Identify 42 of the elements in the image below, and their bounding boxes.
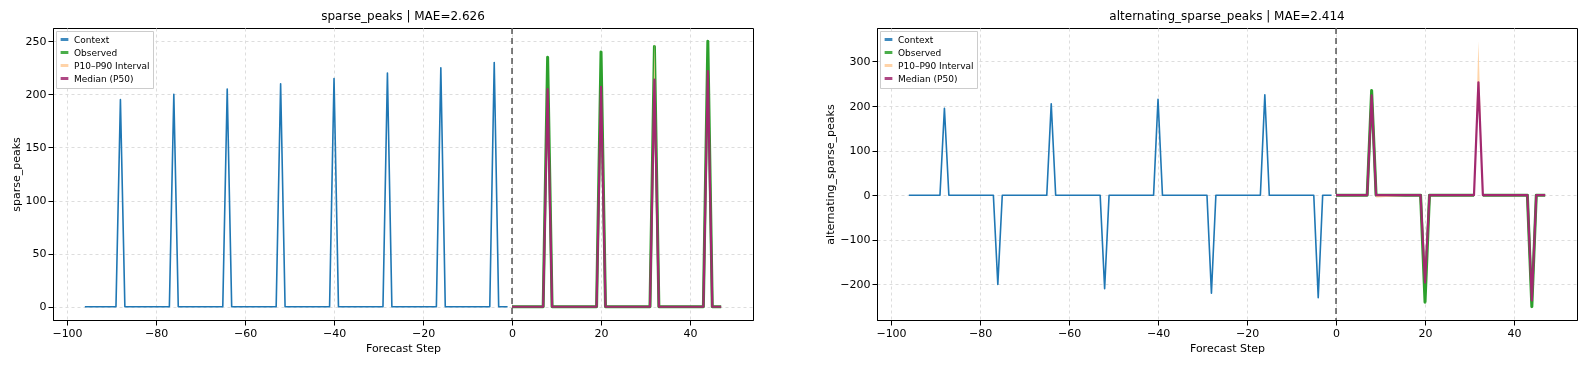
x-tick-label: −60: [233, 326, 258, 340]
x-axis-title: Forecast Step: [365, 341, 442, 355]
x-tick-label: −40: [322, 326, 347, 340]
y-axis-title: sparse_peaks: [9, 136, 23, 212]
x-tick-label: 0: [509, 326, 517, 340]
y-tick-label: 0: [863, 188, 871, 202]
y-tick-label: −100: [840, 233, 871, 247]
y-tick-label: 200: [849, 99, 871, 113]
y-tick-label: 150: [25, 140, 47, 154]
x-tick-label: −100: [52, 326, 83, 340]
x-tick-label: 0: [1333, 326, 1341, 340]
legend-label: Median (P50): [74, 73, 134, 84]
x-tick-label: 20: [1418, 326, 1433, 340]
y-tick-label: 0: [39, 300, 47, 314]
x-tick-label: −80: [968, 326, 993, 340]
x-axis-title: Forecast Step: [1189, 341, 1266, 355]
y-tick-label: 100: [25, 194, 47, 208]
x-tick-label: 40: [1507, 326, 1522, 340]
x-tick-label: −40: [1146, 326, 1171, 340]
x-tick-label: −20: [1235, 326, 1260, 340]
y-tick-label: 100: [849, 144, 871, 158]
legend-label: Context: [898, 34, 934, 45]
y-tick-label: 50: [32, 247, 47, 261]
annotation: P10–P90 Interval: [898, 60, 974, 71]
x-tick-label: 20: [594, 326, 609, 340]
x-tick-label: 40: [683, 326, 698, 340]
y-tick-label: 250: [25, 34, 47, 48]
chart-title: sparse_peaks | MAE=2.626: [321, 9, 485, 24]
legend-label: Observed: [74, 47, 118, 58]
x-tick-label: −20: [411, 326, 436, 340]
x-tick-label: −80: [144, 326, 169, 340]
y-tick-label: −200: [840, 277, 871, 291]
x-tick-label: −60: [1057, 326, 1082, 340]
y-tick-label: 300: [849, 54, 871, 68]
y-tick-label: 200: [25, 87, 47, 101]
x-tick-label: −100: [876, 326, 907, 340]
legend-label: Observed: [898, 47, 942, 58]
legend-label: Context: [74, 34, 110, 45]
legend-label: Median (P50): [898, 73, 958, 84]
annotation: P10–P90 Interval: [74, 60, 150, 71]
y-axis-title: alternating_sparse_peaks: [824, 104, 838, 245]
chart-title: alternating_sparse_peaks | MAE=2.414: [1109, 9, 1345, 24]
